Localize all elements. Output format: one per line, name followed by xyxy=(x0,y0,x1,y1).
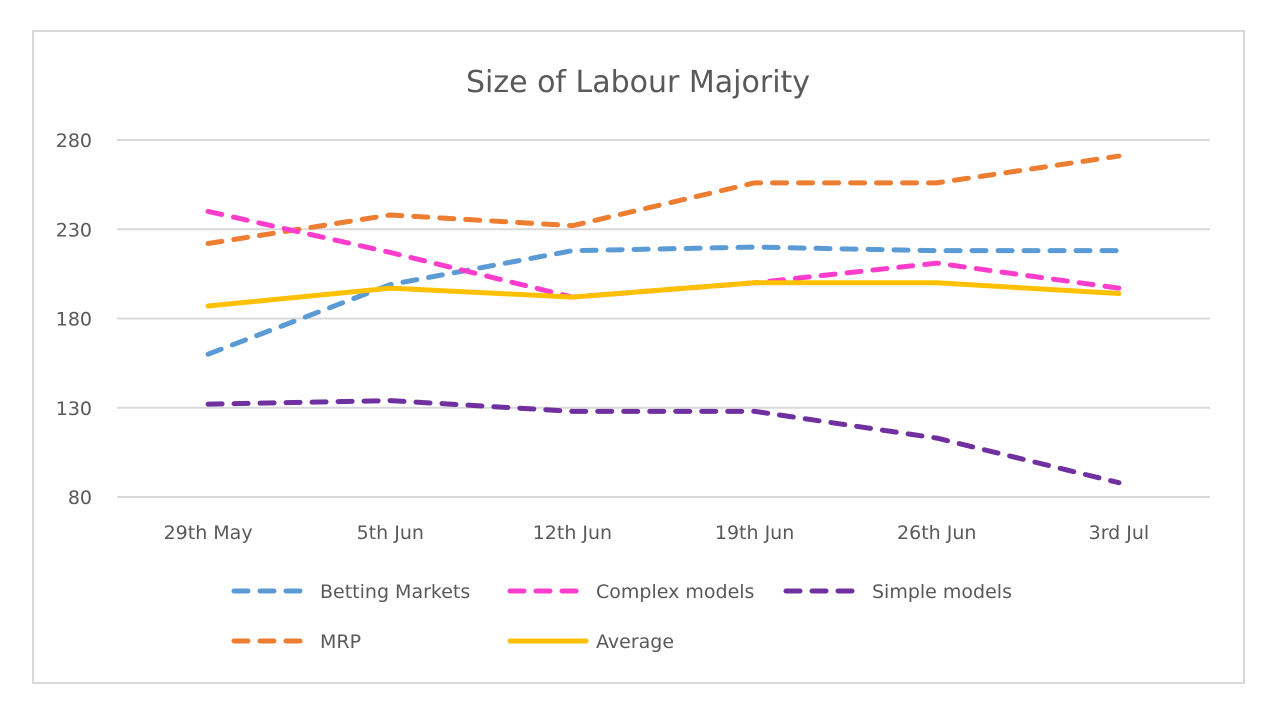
x-tick-label: 5th Jun xyxy=(357,522,424,544)
series-line-average xyxy=(205,280,1122,309)
legend-label: Complex models xyxy=(596,581,754,603)
chart-title: Size of Labour Majority xyxy=(466,65,810,100)
x-tick-label: 3rd Jul xyxy=(1089,522,1150,544)
x-tick-label: 26th Jun xyxy=(897,522,976,544)
legend-label: Simple models xyxy=(872,581,1012,603)
y-axis-ticks: 80 130 180 230 280 xyxy=(56,130,92,509)
x-tick-label: 29th May xyxy=(164,522,253,544)
legend-label: MRP xyxy=(320,631,361,653)
y-tick-label: 280 xyxy=(56,130,92,152)
y-tick-label: 180 xyxy=(56,309,92,331)
series-line-betting-markets xyxy=(205,244,1122,357)
series-line-mrp xyxy=(205,153,1122,247)
legend-label: Betting Markets xyxy=(320,581,470,603)
y-tick-label: 230 xyxy=(56,219,92,241)
legend-item: Average xyxy=(507,631,674,653)
series-lines xyxy=(205,153,1122,486)
x-tick-label: 19th Jun xyxy=(715,522,794,544)
y-tick-label: 130 xyxy=(56,398,92,420)
series-line-simple-models xyxy=(205,398,1122,486)
legend-item: Simple models xyxy=(783,581,1012,603)
legend-item: Betting Markets xyxy=(231,581,470,603)
legend-item: Complex models xyxy=(507,581,754,603)
gridlines xyxy=(117,139,1210,498)
x-tick-label: 12th Jun xyxy=(533,522,612,544)
legend-item: MRP xyxy=(231,631,361,653)
legend-label: Average xyxy=(596,631,674,653)
y-tick-label: 80 xyxy=(68,487,92,509)
legend: Betting Markets Complex models Simple mode… xyxy=(231,581,1012,653)
x-axis-ticks: 29th May 5th Jun 12th Jun 19th Jun 26th Jun 3… xyxy=(164,522,1150,544)
